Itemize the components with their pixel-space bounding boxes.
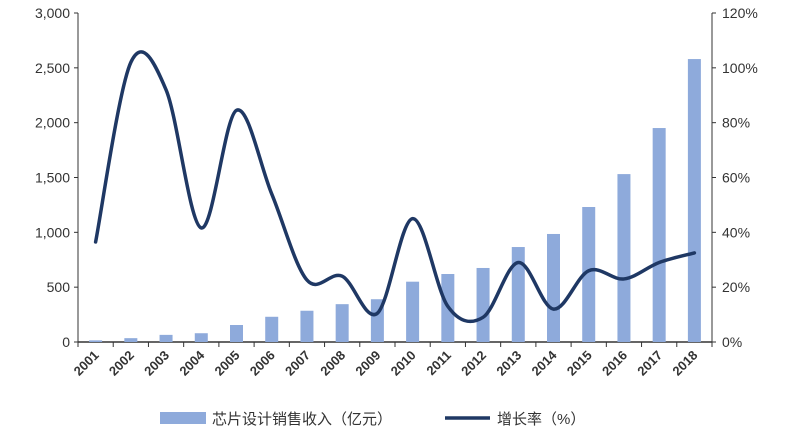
growth-rate-line: [96, 52, 695, 322]
x-tick-label: 2008: [317, 348, 348, 379]
left-tick-label: 0: [62, 334, 70, 350]
bar-2007: [300, 311, 313, 342]
x-tick-label: 2015: [564, 348, 595, 379]
left-tick-label: 1,000: [35, 224, 70, 240]
bar-2014: [547, 234, 560, 342]
left-tick-label: 1,500: [35, 170, 70, 186]
right-tick-label: 80%: [722, 115, 750, 131]
bar-2001: [89, 340, 102, 342]
bar-2002: [124, 338, 137, 342]
x-tick-label: 2005: [212, 348, 243, 379]
x-tick-label: 2001: [71, 348, 102, 379]
x-tick-label: 2014: [529, 347, 561, 379]
bar-2016: [617, 174, 630, 342]
bar-2017: [653, 128, 666, 342]
right-tick-label: 20%: [722, 279, 750, 295]
left-tick-label: 500: [47, 279, 71, 295]
x-tick-label: 2013: [493, 348, 524, 379]
x-tick-label: 2018: [669, 348, 700, 379]
right-tick-label: 0%: [722, 334, 742, 350]
x-tick-label: 2002: [106, 348, 137, 379]
bar-2018: [688, 59, 701, 342]
bar-2004: [195, 333, 208, 342]
right-tick-label: 40%: [722, 224, 750, 240]
bar-2008: [336, 304, 349, 342]
right-tick-label: 120%: [722, 5, 758, 21]
right-tick-label: 60%: [722, 170, 750, 186]
bar-2006: [265, 317, 278, 342]
legend-line-label: 增长率（%）: [497, 411, 585, 428]
x-tick-label: 2010: [388, 348, 419, 379]
legend-bar-label: 芯片设计销售收入（亿元）: [212, 411, 392, 428]
left-tick-label: 3,000: [35, 5, 70, 21]
x-tick-label: 2017: [634, 348, 665, 379]
legend-bar-swatch: [160, 412, 206, 424]
left-tick-label: 2,000: [35, 115, 70, 131]
bar-2003: [160, 335, 173, 342]
x-tick-label: 2007: [282, 348, 313, 379]
x-tick-label: 2011: [423, 348, 454, 379]
x-tick-label: 2006: [247, 348, 278, 379]
x-tick-label: 2003: [141, 348, 172, 379]
left-tick-label: 2,500: [35, 60, 70, 76]
right-tick-label: 100%: [722, 60, 758, 76]
x-tick-label: 2004: [176, 347, 208, 379]
bar-2010: [406, 282, 419, 342]
bar-2005: [230, 325, 243, 342]
x-tick-label: 2012: [458, 348, 489, 379]
x-tick-label: 2016: [599, 348, 630, 379]
bar-2012: [477, 268, 490, 342]
x-tick-label: 2009: [352, 348, 383, 379]
